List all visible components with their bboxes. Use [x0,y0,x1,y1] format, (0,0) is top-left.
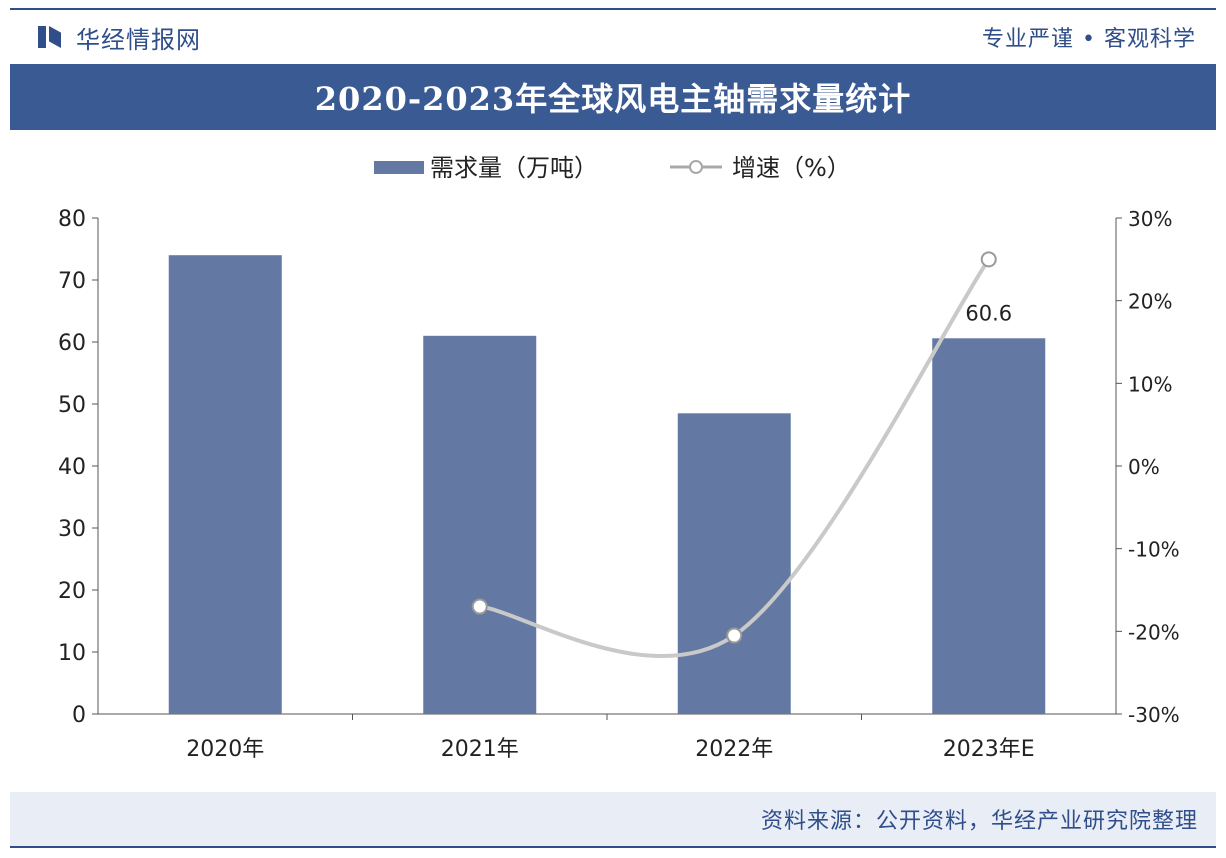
y-tick-label-left: 40 [58,455,86,480]
x-tick-label: 2023年E [943,737,1035,762]
y-tick-label-left: 60 [58,331,86,356]
data-label: 60.6 [965,301,1012,325]
chart-title: 2020-2023年全球风电主轴需求量统计 [314,80,912,118]
y-tick-label-left: 80 [58,207,86,232]
source-note: 资料来源：公开资料，华经产业研究院整理 [760,809,1198,834]
chart-area: 需求量（万吨） 增速（%） 0 10 20 30 40 50 60 70 80 -30% -20% -10… [10,130,1216,790]
y-tick-label-left: 30 [58,517,86,542]
footer: 资料来源：公开资料，华经产业研究院整理 [10,792,1216,846]
title-bar: 2020-2023年全球风电主轴需求量统计 [10,64,1216,130]
y-tick-label-right: -20% [1128,620,1180,644]
bar-1 [423,335,537,714]
legend-line-label: 增速（%） [732,154,851,182]
chart-svg: 需求量（万吨） 增速（%） 0 10 20 30 40 50 60 70 80 -30% -20% -10… [58,154,1180,762]
y-tick-label-left: 50 [58,393,86,418]
bar-0 [168,255,282,714]
bar-3 [932,338,1046,714]
slogan: 专业严谨 • 客观科学 [982,27,1196,52]
y-tick-label-right: 10% [1128,372,1172,396]
x-tick-label: 2020年 [186,737,264,762]
y-tick-label-right: -30% [1128,703,1180,727]
brand: 华经情报网 [10,20,201,55]
y-tick-label-right: 0% [1128,455,1160,479]
growth-point-0 [471,598,488,615]
y-tick-label-left: 0 [72,703,86,728]
y-tick-label-right: 20% [1128,290,1172,314]
bottom-rule [10,846,1216,848]
y-tick-label-right: 30% [1128,207,1172,231]
growth-point-2 [980,251,997,268]
growth-point-1 [726,627,743,644]
brand-name: 华经情报网 [76,25,201,54]
bar-2 [677,413,791,714]
y-tick-label-right: -10% [1128,538,1180,562]
header: 华经情报网 专业严谨 • 客观科学 [10,12,1216,62]
y-tick-label-left: 10 [58,641,86,666]
growth-line [479,258,991,658]
x-tick-label: 2022年 [695,737,773,762]
y-tick-label-left: 20 [58,579,86,604]
y-tick-label-left: 70 [58,269,86,294]
brand-logo-icon [38,24,64,50]
x-tick-label: 2021年 [441,737,519,762]
legend-bar-label: 需求量（万吨） [430,154,598,182]
legend-line-marker [689,160,703,174]
top-rule [10,8,1216,10]
legend-bar-swatch [374,161,424,174]
